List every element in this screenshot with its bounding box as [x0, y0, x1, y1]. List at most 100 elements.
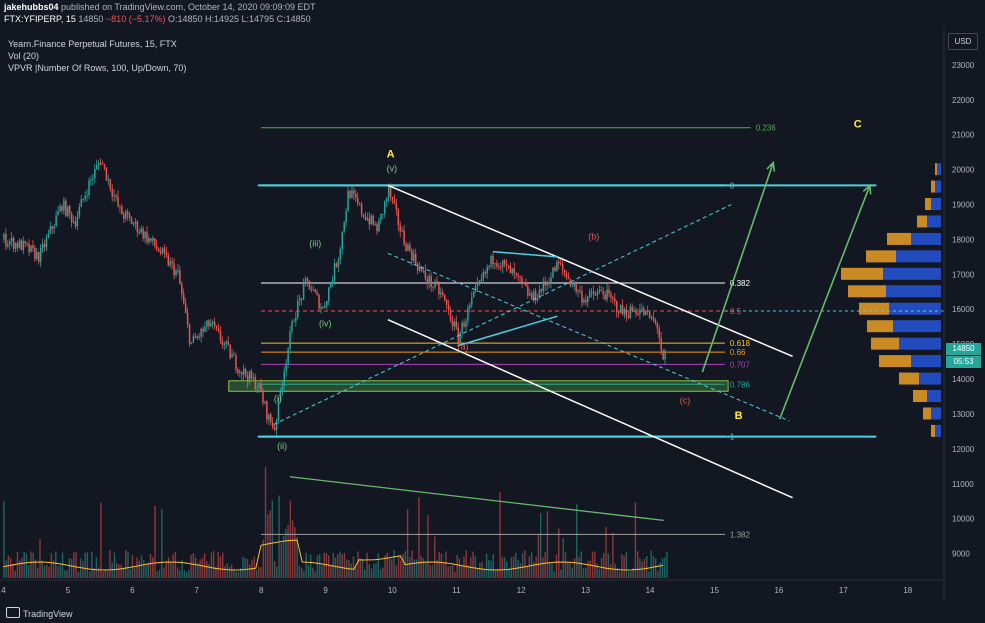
volume-bar [445, 551, 447, 578]
candle-body [438, 284, 440, 295]
candle-body [90, 179, 92, 181]
volume-bar [323, 552, 325, 578]
candle-body [5, 234, 7, 247]
volume-bar [212, 550, 215, 578]
price-tick-label: 13000 [952, 410, 975, 419]
ticker[interactable]: FTX:YFIPERP, 15 [4, 14, 76, 24]
price-tick-label: 23000 [952, 61, 975, 70]
support-zone-box[interactable] [228, 380, 729, 392]
volume-bar [303, 570, 305, 578]
candle-body [353, 190, 355, 194]
candle-body [335, 263, 338, 267]
fib-diagonal[interactable] [273, 204, 732, 425]
volume-bar [512, 556, 515, 578]
candle-body [144, 231, 146, 239]
triangle-upper-line[interactable] [492, 250, 558, 258]
candle-body [173, 263, 175, 276]
candle-body [430, 276, 432, 287]
candle-body [167, 255, 170, 266]
volume-bar [190, 554, 192, 578]
candle-body [585, 300, 587, 303]
candle-body [422, 270, 425, 272]
volume-divergence-line[interactable] [289, 476, 664, 522]
channel-lower-line[interactable] [387, 319, 793, 499]
candle-body [596, 292, 599, 296]
candle-body [623, 309, 626, 315]
candle-body [115, 195, 117, 197]
volume-bar [580, 551, 582, 578]
volume-bar [596, 563, 598, 578]
candle-body [575, 282, 577, 292]
channel-mid-line[interactable] [387, 252, 790, 422]
candle-body [239, 371, 241, 374]
vpvr-indicator[interactable]: VPVR |Number Of Rows, 100, Up/Down, 70) [8, 63, 187, 73]
volume-bar [519, 563, 522, 578]
candle-body [387, 186, 390, 199]
candle-body [374, 224, 376, 226]
bullish-arrow-1[interactable] [701, 160, 776, 373]
volume-bar [82, 561, 84, 578]
bullish-arrow-2[interactable] [778, 183, 872, 420]
candle-body [192, 336, 195, 343]
candle-body [418, 266, 421, 271]
candle-body [486, 267, 488, 274]
volume-bar [546, 511, 549, 578]
candle-body [370, 215, 373, 225]
candle-body [327, 287, 330, 301]
volume-bar [594, 551, 596, 578]
volume-bar [325, 552, 328, 578]
volume-bar [585, 567, 587, 578]
candle-body [119, 206, 121, 208]
volume-bar [97, 567, 100, 578]
tradingview-logo[interactable]: TradingView [6, 607, 73, 619]
candle-body [74, 221, 77, 227]
fib-label: 0.707 [730, 360, 751, 369]
author[interactable]: jakehubbs04 [4, 2, 59, 12]
volume-bar [524, 550, 526, 578]
currency-button[interactable]: USD [948, 33, 978, 50]
candle-body [200, 328, 202, 337]
volume-ma-line [3, 539, 664, 571]
volume-bar [370, 568, 373, 578]
volume-bar [37, 567, 39, 578]
time-tick-label: 9 [323, 586, 328, 595]
candle-body [269, 414, 272, 423]
candle-body [231, 354, 233, 358]
volume-bar [61, 552, 64, 578]
volume-bar [280, 543, 283, 578]
volume-bar [197, 563, 199, 578]
volume-bar [75, 552, 77, 578]
price-series [3, 158, 666, 437]
candle-body [552, 267, 554, 278]
candle-body [358, 203, 361, 205]
volume-bar [318, 554, 321, 578]
chart-legend: Yearn.Finance Perpetual Futures, 15, FTX… [8, 38, 186, 74]
candle-body [266, 401, 268, 420]
candle-body [627, 316, 630, 318]
symbol-title[interactable]: Yearn.Finance Perpetual Futures, 15, FTX [8, 39, 177, 49]
candle-body [246, 375, 249, 383]
publish-header: jakehubbs04 published on TradingView.com… [0, 0, 985, 28]
candle-body [177, 270, 179, 272]
price-tick-label: 22000 [952, 96, 975, 105]
volume-bar [382, 567, 384, 578]
candle-body [637, 313, 639, 315]
candle-body [121, 206, 123, 215]
candle-body [227, 341, 229, 345]
triangle-lower-line[interactable] [457, 315, 558, 347]
candle-body [492, 255, 494, 264]
vpvr-row-up [937, 163, 941, 176]
volume-bar [312, 567, 314, 578]
candle-body [324, 305, 326, 308]
candle-body [451, 320, 454, 327]
candle-body [49, 226, 52, 234]
candle-body [445, 299, 448, 305]
volume-bar [420, 555, 422, 578]
vol-indicator[interactable]: Vol (20) [8, 51, 40, 61]
volume-bar [106, 571, 109, 578]
candle-body [221, 340, 224, 345]
channel-upper-line[interactable] [387, 184, 793, 358]
vpvr-row-down [913, 389, 927, 402]
